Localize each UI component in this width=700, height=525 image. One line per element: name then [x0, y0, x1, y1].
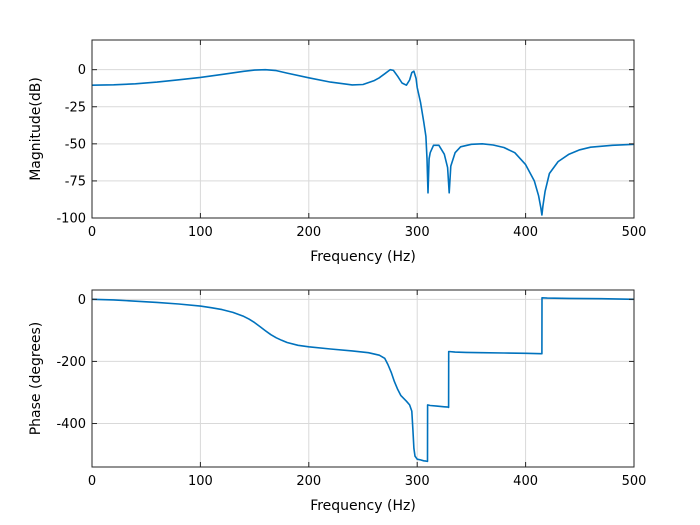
y-axis-label: Phase (degrees) — [28, 322, 44, 436]
axes-box — [91, 39, 635, 219]
y-tick-label: -50 — [65, 137, 86, 152]
x-axis-label: Frequency (Hz) — [310, 249, 416, 265]
x-tick-label: 0 — [88, 225, 96, 240]
x-tick-label: 200 — [296, 225, 321, 240]
y-tick-label: -25 — [65, 100, 86, 115]
phase-plot: 0 100 200 300 400 500 0 -200 -400 Frequency (Hz) P… — [28, 289, 647, 514]
axes-box — [91, 289, 635, 468]
x-tick-label: 400 — [513, 474, 538, 489]
y-tick-label: -100 — [56, 212, 86, 227]
y-tick-label: -200 — [56, 355, 86, 370]
y-tick-label: -400 — [56, 417, 86, 432]
y-tick-label: -75 — [65, 174, 86, 189]
magnitude-plot: 0 100 200 300 400 500 0 -25 -50 -75 -100 Frequency … — [28, 39, 647, 265]
series-line — [92, 296, 634, 463]
x-tick-label: 300 — [405, 474, 430, 489]
x-tick-label: 0 — [88, 474, 96, 489]
x-tick-label: 100 — [188, 225, 213, 240]
x-tick-label: 500 — [622, 474, 647, 489]
x-tick-label: 400 — [513, 225, 538, 240]
y-axis-label: Magnitude(dB) — [28, 77, 44, 181]
x-tick-label: 300 — [405, 225, 430, 240]
y-tick-label: 0 — [78, 293, 86, 308]
x-tick-label: 500 — [622, 225, 647, 240]
x-tick-label: 100 — [188, 474, 213, 489]
x-axis-label: Frequency (Hz) — [310, 498, 416, 514]
series-line — [92, 68, 634, 216]
x-tick-label: 200 — [296, 474, 321, 489]
y-tick-label: 0 — [78, 63, 86, 78]
